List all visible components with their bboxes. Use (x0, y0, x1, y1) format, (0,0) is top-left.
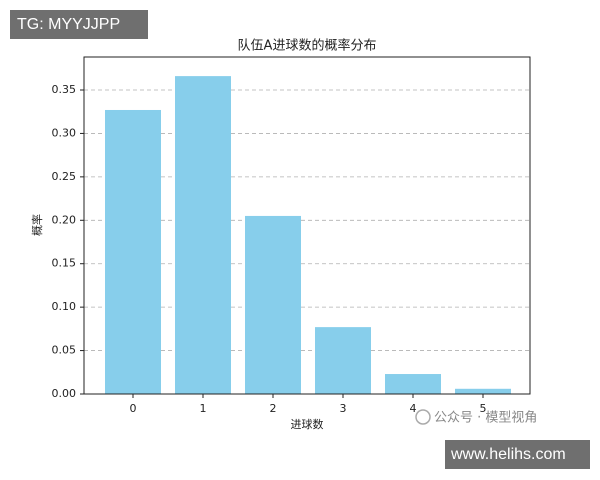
bar (455, 388, 511, 394)
bar (315, 327, 371, 394)
x-tick-label: 2 (270, 402, 277, 415)
bar (175, 76, 231, 394)
x-tick-label: 1 (200, 402, 207, 415)
wechat-text: 公众号 · 模型视角 (434, 411, 537, 426)
y-tick-label: 0.10 (52, 300, 77, 313)
y-tick-label: 0.00 (52, 387, 77, 400)
y-tick-label: 0.05 (52, 344, 77, 357)
watermark-box (10, 10, 148, 39)
y-tick-label: 0.35 (52, 83, 77, 96)
wechat-icon (415, 409, 431, 425)
bar (105, 109, 161, 394)
x-tick-label: 5 (480, 402, 487, 415)
x-tick-label: 4 (410, 402, 417, 415)
bar (385, 374, 441, 394)
watermark-box (445, 440, 590, 469)
y-tick-label: 0.25 (52, 170, 77, 183)
y-axis-label: 概率 (30, 214, 44, 236)
watermark-text: www.helihs.com (450, 446, 566, 463)
wechat-watermark: 公众号 · 模型视角 (415, 409, 537, 426)
plot-frame (83, 56, 531, 395)
y-tick-label: 0.20 (52, 213, 77, 226)
x-axis-label: 进球数 (291, 417, 324, 431)
bar (245, 215, 301, 394)
x-tick-label: 3 (340, 402, 347, 415)
watermark-text: TG: MYYJJPP (17, 16, 120, 33)
y-tick-label: 0.15 (52, 257, 77, 270)
x-tick-label: 0 (130, 402, 137, 415)
y-tick-label: 0.30 (52, 126, 77, 139)
chart-title: 队伍A进球数的概率分布 (238, 38, 377, 54)
